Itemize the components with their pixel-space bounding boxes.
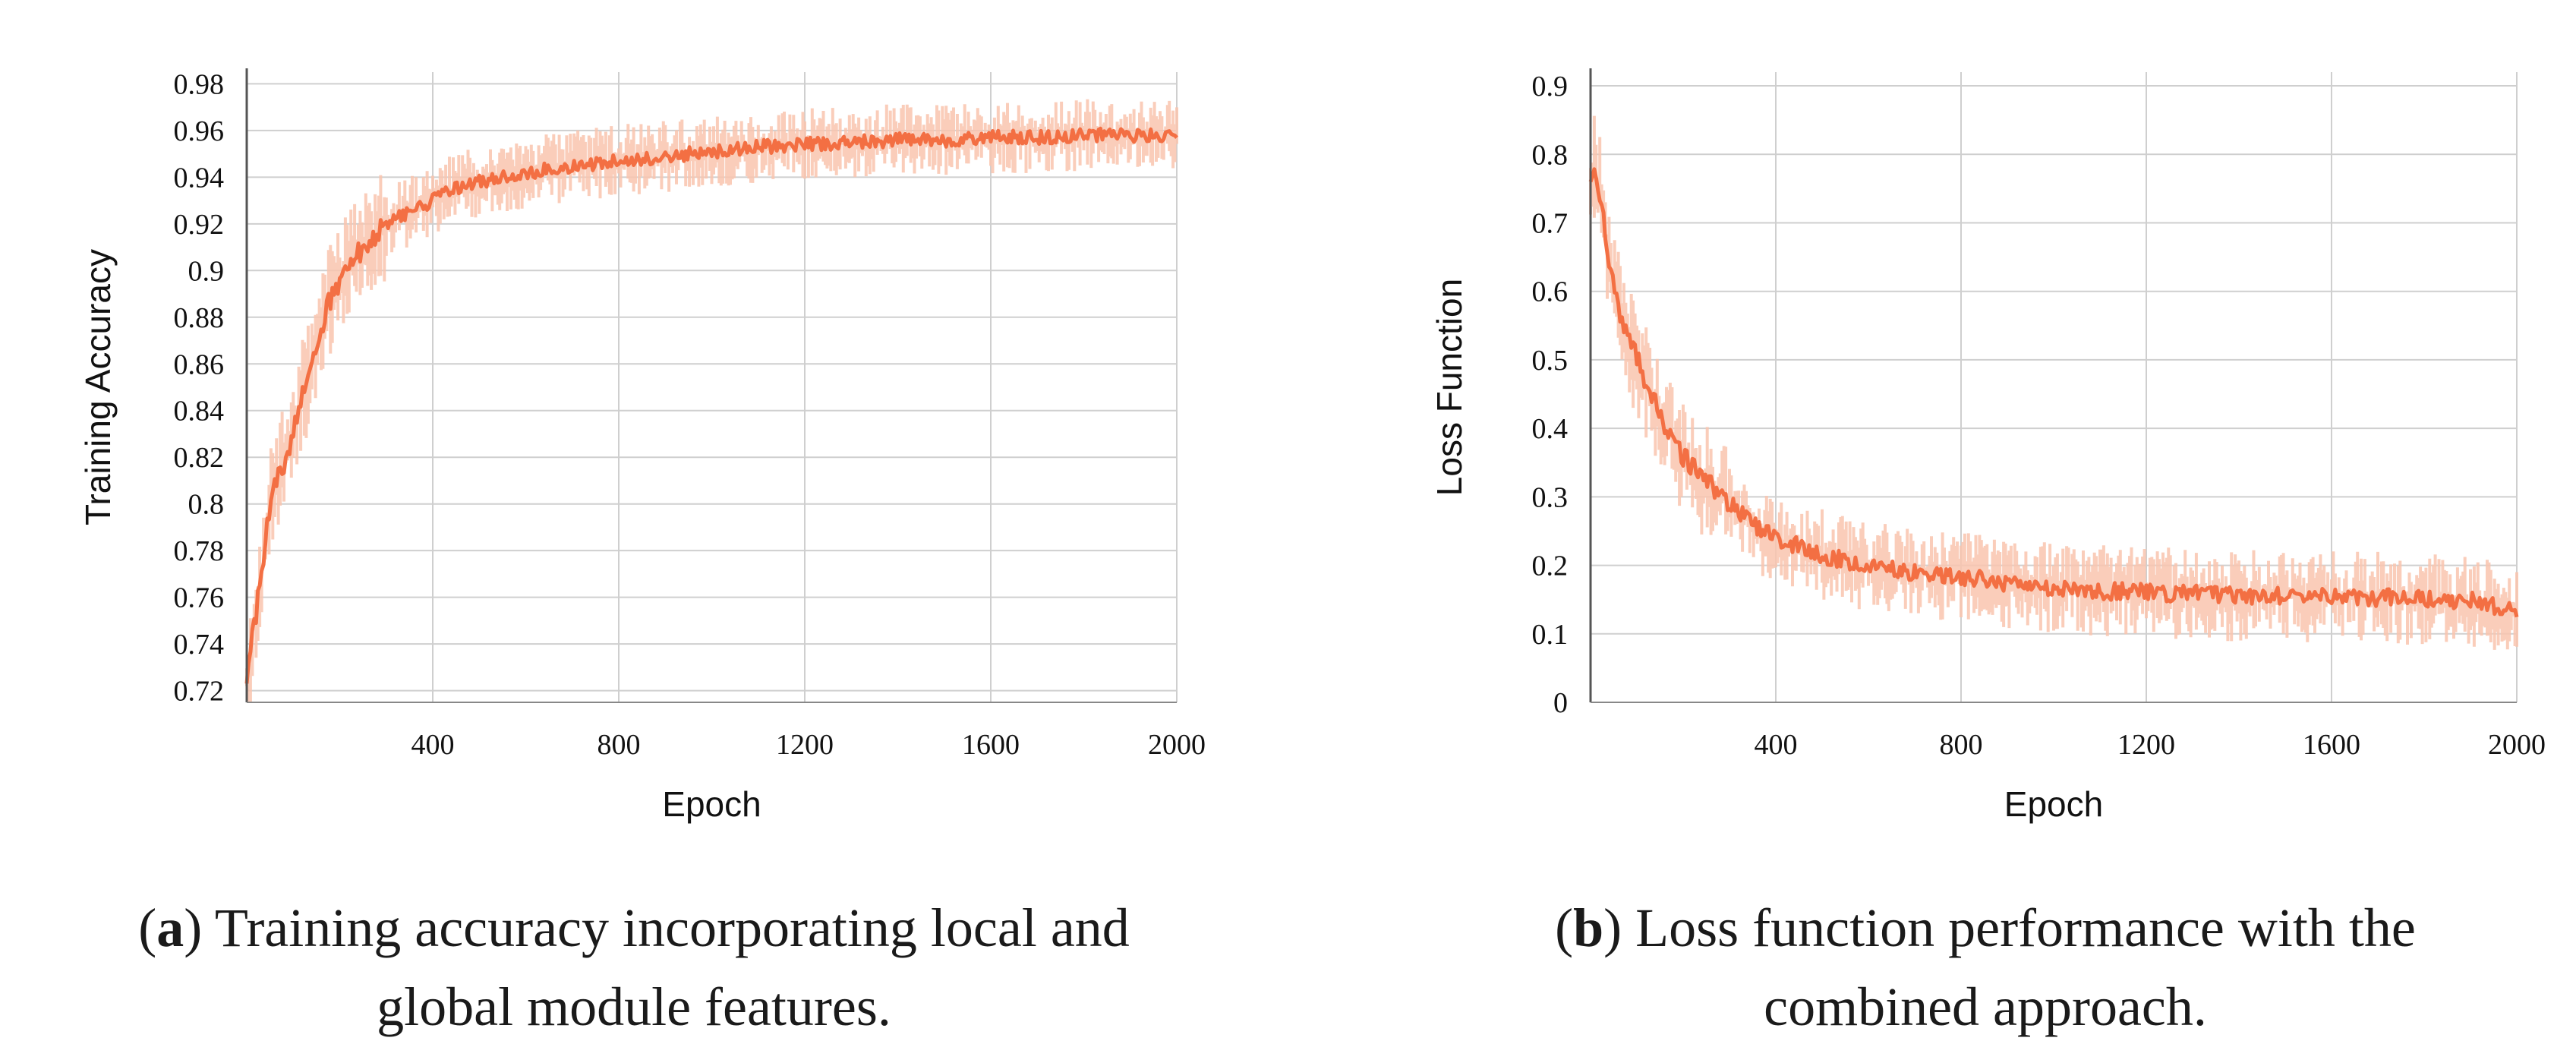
chart-a-y-tick-label: 0.84 bbox=[174, 396, 225, 427]
chart-b-y-tick-label: 0.1 bbox=[1532, 619, 1569, 651]
chart-b-x-tick-label: 400 bbox=[1755, 729, 1798, 761]
chart-a-x-tick-labels: 400 800 1200 1600 2000 bbox=[411, 729, 1206, 761]
caption-b-line1: ) Loss function performance with the bbox=[1603, 897, 2416, 958]
chart-b-x-axis-title: Epoch bbox=[2004, 784, 2103, 824]
chart-a-y-tick-label: 0.82 bbox=[174, 442, 225, 474]
chart-b-variance-band bbox=[1589, 115, 2518, 650]
chart-a-x-tick-label: 1200 bbox=[776, 729, 834, 761]
chart-b-x-tick-label: 1600 bbox=[2303, 729, 2360, 761]
chart-a-y-tick-label: 0.78 bbox=[174, 535, 225, 567]
chart-a-y-tick-label: 0.8 bbox=[188, 489, 225, 521]
chart-b-series-line bbox=[1588, 167, 2519, 618]
chart-panel-a: 0.72 0.74 0.76 0.78 0.8 0.82 0.84 0.86 0.88 0.9 0.… bbox=[78, 68, 1206, 824]
chart-b-y-tick-label: 0.6 bbox=[1532, 276, 1569, 308]
chart-a-x-tick-label: 800 bbox=[597, 729, 641, 761]
chart-a-y-tick-label: 0.96 bbox=[174, 115, 225, 147]
chart-a-axes bbox=[245, 68, 1177, 703]
caption-a-line2: global module features. bbox=[377, 976, 891, 1037]
chart-b-x-tick-label: 1200 bbox=[2117, 729, 2175, 761]
chart-b-y-tick-label: 0.5 bbox=[1532, 345, 1569, 377]
chart-a-y-tick-labels: 0.72 0.74 0.76 0.78 0.8 0.82 0.84 0.86 0.88 0.9 0.… bbox=[174, 68, 225, 707]
chart-a-x-tick-label: 1600 bbox=[962, 729, 1020, 761]
chart-a-y-tick-label: 0.72 bbox=[174, 676, 225, 708]
chart-a-y-tick-label: 0.98 bbox=[174, 68, 225, 100]
chart-a-y-tick-label: 0.88 bbox=[174, 302, 225, 334]
chart-b-axes bbox=[1589, 68, 2517, 703]
chart-a-y-tick-label: 0.92 bbox=[174, 209, 225, 241]
chart-b-x-tick-label: 800 bbox=[1940, 729, 1983, 761]
chart-b-x-tick-label: 2000 bbox=[2488, 729, 2546, 761]
chart-a-x-axis-title: Epoch bbox=[662, 784, 761, 824]
chart-b-y-axis-title: Loss Function bbox=[1430, 279, 1469, 496]
chart-a-series-line bbox=[244, 126, 1178, 684]
caption-a-label: a bbox=[156, 897, 184, 958]
chart-a-y-axis-title: Training Accuracy bbox=[78, 249, 118, 525]
caption-a-line1: ) Training accuracy incorporating local … bbox=[184, 897, 1130, 958]
chart-a-y-tick-label: 0.76 bbox=[174, 582, 225, 614]
chart-a-x-tick-label: 2000 bbox=[1148, 729, 1206, 761]
chart-b-y-tick-label: 0 bbox=[1553, 687, 1568, 719]
chart-b-y-tick-label: 0.4 bbox=[1532, 413, 1569, 445]
caption-b: (b) Loss function performance with the co… bbox=[1555, 897, 2416, 1037]
chart-b-y-tick-labels: 0 0.1 0.2 0.3 0.4 0.5 0.6 0.7 0.8 0.9 bbox=[1532, 71, 1569, 719]
chart-a-y-tick-label: 0.74 bbox=[174, 629, 225, 661]
chart-a-y-tick-label: 0.9 bbox=[188, 255, 225, 287]
chart-b-y-tick-label: 0.7 bbox=[1532, 207, 1569, 239]
chart-a-variance-band bbox=[245, 99, 1178, 702]
chart-panel-b: 0 0.1 0.2 0.3 0.4 0.5 0.6 0.7 0.8 0.9 400 800 1200 1… bbox=[1430, 68, 2546, 824]
chart-b-y-tick-label: 0.3 bbox=[1532, 481, 1569, 513]
caption-a: (a) Training accuracy incorporating loca… bbox=[138, 897, 1130, 1037]
chart-a-x-tick-label: 400 bbox=[411, 729, 455, 761]
caption-b-label: b bbox=[1573, 897, 1604, 958]
chart-a-y-tick-label: 0.94 bbox=[174, 162, 225, 194]
chart-a-y-tick-label: 0.86 bbox=[174, 349, 225, 380]
chart-b-y-tick-label: 0.9 bbox=[1532, 71, 1569, 103]
chart-b-y-tick-label: 0.2 bbox=[1532, 550, 1569, 582]
chart-b-y-tick-label: 0.8 bbox=[1532, 139, 1569, 171]
caption-b-line2: combined approach. bbox=[1764, 976, 2207, 1037]
chart-b-x-tick-labels: 400 800 1200 1600 2000 bbox=[1755, 729, 2546, 761]
